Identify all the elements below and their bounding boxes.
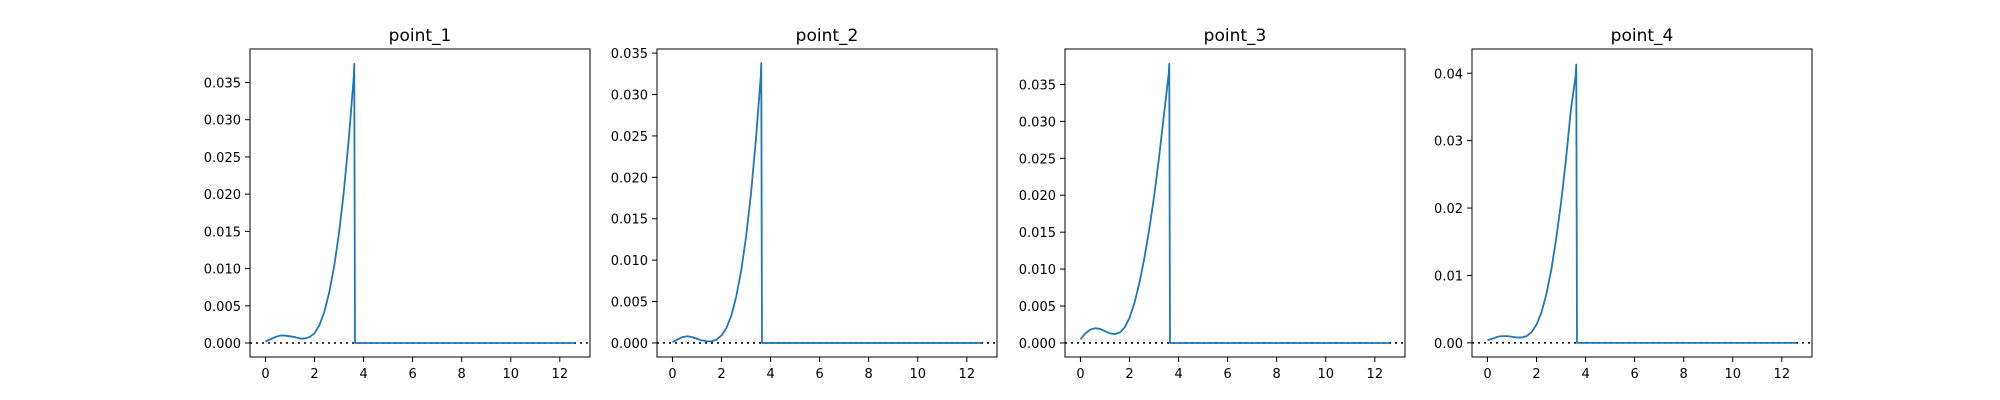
x-tick-label: 6 xyxy=(1631,367,1639,382)
y-tick-label: 0.020 xyxy=(1019,189,1056,204)
y-tick-label: 0.035 xyxy=(611,47,648,62)
y-tick-label: 0.010 xyxy=(611,254,648,269)
x-tick-label: 0 xyxy=(1483,367,1491,382)
x-tick-label: 2 xyxy=(1532,367,1540,382)
plot-frame xyxy=(1064,48,1406,358)
y-tick-label: 0.005 xyxy=(1019,300,1056,315)
subplot-1: point_1 0 2 4 6 8 10 12 0.000 0.005 0.010 0.015 0.02… xyxy=(204,26,591,382)
subplot-2: point_2 0 2 4 6 8 10 12 0.000 0.005 0.010 0.015 0.02… xyxy=(611,26,998,382)
x-tick-label: 8 xyxy=(1680,367,1688,382)
x-tick-label: 6 xyxy=(409,367,417,382)
subplot-title: point_2 xyxy=(796,26,859,46)
x-tick-label: 2 xyxy=(310,367,318,382)
y-tick-label: 0.005 xyxy=(204,300,241,315)
x-tick-label: 0 xyxy=(1076,367,1084,382)
y-tick-label: 0.005 xyxy=(611,296,648,311)
y-tick-label: 0.015 xyxy=(1019,226,1056,241)
y-tick-label: 0.02 xyxy=(1434,202,1463,217)
y-tick-label: 0.025 xyxy=(1019,152,1056,167)
y-tick-label: 0.025 xyxy=(611,130,648,145)
y-tick-label: 0.01 xyxy=(1434,269,1463,284)
series-line xyxy=(672,62,982,344)
series-line xyxy=(265,62,575,344)
y-tick-label: 0.015 xyxy=(611,213,648,228)
y-tick-label: 0.030 xyxy=(611,89,648,104)
x-tick-label: 10 xyxy=(502,367,519,382)
x-tick-label: 12 xyxy=(1367,367,1384,382)
y-tick-label: 0.030 xyxy=(1019,115,1056,130)
subplot-title: point_1 xyxy=(389,26,452,46)
x-tick-label: 10 xyxy=(1724,367,1741,382)
x-tick-label: 4 xyxy=(1581,367,1589,382)
x-tick-label: 0 xyxy=(261,367,269,382)
x-tick-label: 12 xyxy=(1774,367,1791,382)
y-tick-label: 0.030 xyxy=(204,114,241,129)
y-tick-label: 0.03 xyxy=(1434,135,1463,150)
y-tick-label: 0.000 xyxy=(204,337,241,352)
y-tick-label: 0.020 xyxy=(611,171,648,186)
plot-frame xyxy=(656,48,998,358)
x-tick-label: 8 xyxy=(1273,367,1281,382)
y-tick-label: 0.035 xyxy=(1019,78,1056,93)
subplot-3: point_3 0 2 4 6 8 10 12 0.000 0.005 0.010 0.015 0.02… xyxy=(1019,26,1406,382)
x-tick-label: 4 xyxy=(766,367,774,382)
x-tick-label: 8 xyxy=(865,367,873,382)
x-tick-label: 0 xyxy=(668,367,676,382)
y-tick-label: 0.010 xyxy=(1019,263,1056,278)
x-tick-label: 4 xyxy=(359,367,367,382)
x-tick-label: 12 xyxy=(552,367,569,382)
plot-frame xyxy=(249,48,591,358)
y-tick-label: 0.020 xyxy=(204,188,241,203)
x-tick-label: 10 xyxy=(909,367,926,382)
x-tick-label: 8 xyxy=(458,367,466,382)
y-tick-label: 0.025 xyxy=(204,151,241,166)
x-tick-label: 2 xyxy=(1125,367,1133,382)
subplot-title: point_3 xyxy=(1204,26,1267,46)
x-tick-label: 12 xyxy=(959,367,976,382)
x-tick-label: 6 xyxy=(1224,367,1232,382)
series-line xyxy=(1079,62,1390,344)
x-tick-label: 10 xyxy=(1317,367,1334,382)
y-tick-label: 0.015 xyxy=(204,225,241,240)
y-tick-label: 0.00 xyxy=(1434,337,1463,352)
x-tick-label: 4 xyxy=(1174,367,1182,382)
x-tick-label: 2 xyxy=(717,367,725,382)
series-line xyxy=(1487,63,1797,344)
y-tick-label: 0.04 xyxy=(1434,67,1463,82)
subplot-4: point_4 0 2 4 6 8 10 12 0.00 0.01 0.02 0.03 0.04 xyxy=(1434,26,1813,382)
y-tick-label: 0.010 xyxy=(204,263,241,278)
y-tick-label: 0.035 xyxy=(204,76,241,91)
subplot-title: point_4 xyxy=(1611,26,1674,46)
plot-frame xyxy=(1471,48,1813,358)
x-tick-label: 6 xyxy=(816,367,824,382)
y-tick-label: 0.000 xyxy=(611,337,648,352)
y-tick-label: 0.000 xyxy=(1019,337,1056,352)
